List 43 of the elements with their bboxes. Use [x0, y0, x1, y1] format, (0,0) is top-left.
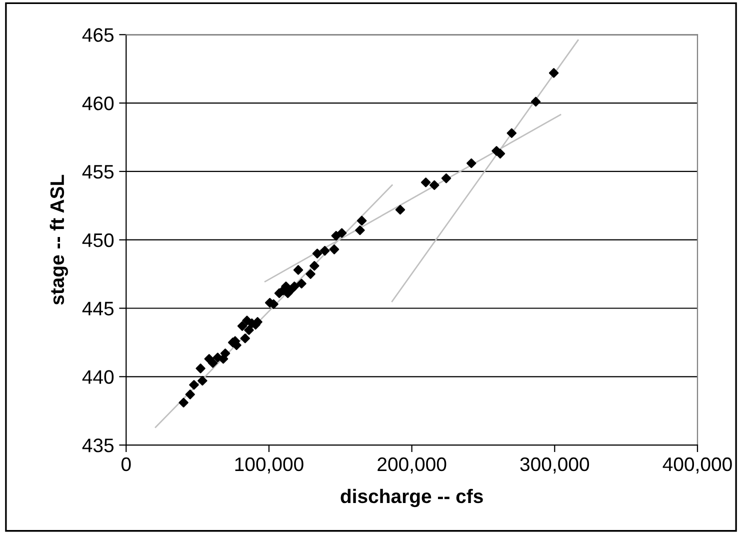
point	[310, 260, 320, 271]
point	[466, 158, 476, 168]
point	[306, 269, 316, 279]
point	[196, 364, 206, 374]
y-tick-label: 465	[82, 28, 114, 42]
y-tick-label: 440	[82, 370, 114, 384]
y-tick-label: 455	[82, 165, 114, 179]
point	[198, 376, 208, 386]
point	[185, 390, 195, 400]
point	[395, 204, 406, 215]
point	[441, 173, 452, 184]
y-axis-title: stage -- ft ASL	[50, 174, 68, 305]
y-tick-label: 450	[82, 233, 114, 248]
y-tick-label: 460	[82, 96, 114, 110]
x-tick-label: 200,000	[378, 457, 446, 474]
point	[237, 321, 248, 331]
point	[290, 282, 300, 292]
point	[430, 180, 440, 190]
point	[420, 178, 431, 188]
x-tick-label: 400,000	[662, 457, 732, 474]
x-axis-title: discharge -- cfs	[340, 488, 483, 508]
point	[548, 68, 559, 78]
point	[293, 265, 304, 275]
x-tick-label: 100,000	[235, 457, 304, 474]
point	[530, 96, 541, 107]
point	[336, 228, 347, 238]
point	[355, 225, 365, 236]
point	[329, 244, 340, 254]
y-tick-label: 435	[82, 438, 114, 452]
x-tick-label: 0	[121, 457, 131, 472]
point	[320, 246, 330, 256]
point	[506, 128, 517, 138]
y-tick-label: 445	[82, 302, 114, 316]
point	[356, 216, 367, 226]
x-tick-label: 300,000	[520, 457, 590, 474]
point	[220, 348, 230, 358]
point	[240, 333, 250, 344]
point	[312, 248, 322, 258]
point	[208, 358, 218, 368]
point	[244, 325, 254, 335]
point	[189, 380, 199, 390]
point	[296, 278, 306, 288]
point	[178, 398, 188, 408]
